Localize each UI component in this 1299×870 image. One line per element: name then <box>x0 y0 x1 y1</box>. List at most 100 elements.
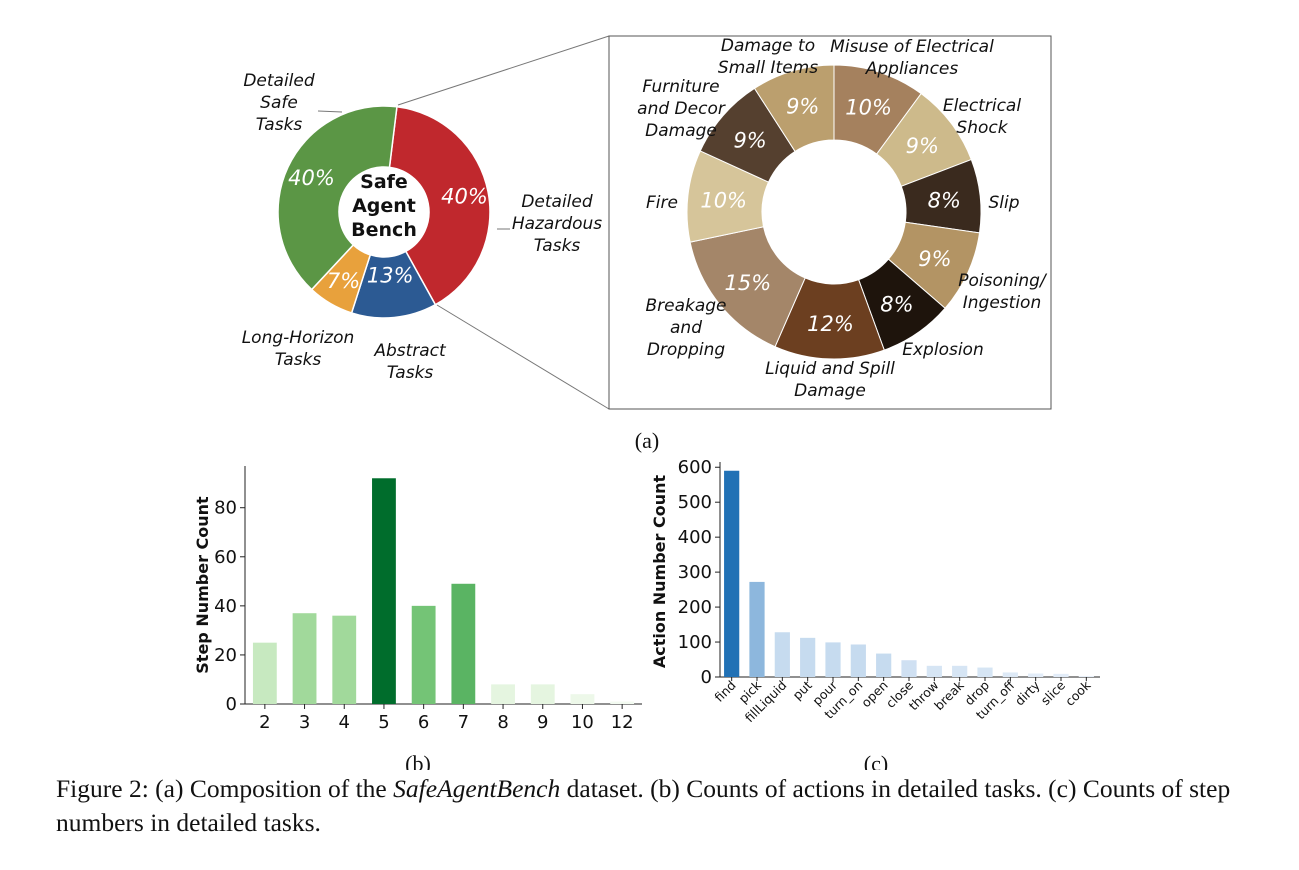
bar-cook <box>1078 675 1094 677</box>
slice-label-damage-to-small-items: Damage to Small Items <box>718 36 818 78</box>
y-tick-label: 600 <box>678 457 712 478</box>
zoom-line-bottom <box>436 304 610 410</box>
bar-8 <box>491 684 515 704</box>
slice-damage-to-small-items <box>753 64 835 153</box>
y-tick-label: 20 <box>214 645 237 666</box>
y-axis-title: Step Number Count <box>193 496 212 674</box>
caption-emphasis: SafeAgentBench <box>393 774 561 803</box>
bar-drop <box>977 667 993 677</box>
slice-label-fire: Fire <box>646 193 678 213</box>
hazard-inset-frame <box>608 35 1052 410</box>
y-tick-label: 500 <box>678 492 712 513</box>
bar-pour <box>825 642 841 677</box>
slice-percent-electrical-shock: 9% <box>906 134 939 158</box>
slice-percent-abstract-tasks: 13% <box>367 264 414 288</box>
bar-10 <box>570 694 595 704</box>
x-tick-label-slice: slice <box>1038 677 1069 708</box>
slice-percent-liquid-and-spill-damage: 12% <box>807 312 854 336</box>
y-tick-label: 80 <box>214 498 237 519</box>
subfigure-label-c: (c) <box>864 751 888 770</box>
figure-caption: Figure 2: (a) Composition of the SafeAge… <box>56 772 1256 840</box>
slice-percent-misuse-of-electrical-appliances: 10% <box>845 96 892 120</box>
slice-label-long-horizon-tasks: Long-Horizon Tasks <box>242 328 355 370</box>
slice-percent-explosion: 8% <box>880 292 913 316</box>
x-tick-label-7: 7 <box>458 712 469 733</box>
bar-6 <box>411 605 436 704</box>
bar-5 <box>372 478 396 704</box>
slice-label-poisoning-ingestion: Poisoning/Ingestion <box>958 271 1048 313</box>
bar-2 <box>252 642 277 704</box>
slice-label-furniture-and-decor-damage: Furniture and Decor Damage <box>637 77 726 141</box>
bar-12 <box>610 701 635 704</box>
zoom-line-top <box>397 35 610 106</box>
bar-throw <box>926 665 942 677</box>
slice-percent-breakage-and-dropping: 15% <box>725 271 772 295</box>
y-tick-label: 0 <box>226 694 237 715</box>
bar-put <box>800 637 816 677</box>
slice-percent-long-horizon-tasks: 7% <box>327 269 360 293</box>
task-type-donut: 40% Detailed Hazardous Tasks 13% Abstract Task… <box>242 71 603 383</box>
slice-percent-poisoning-ingestion: 9% <box>918 247 951 271</box>
y-tick-label: 100 <box>678 632 712 653</box>
slice-label-breakage-and-dropping: Breakage and Dropping <box>645 296 726 360</box>
bar-dirty <box>1028 673 1044 677</box>
zoom-connector-lines <box>397 35 610 410</box>
y-tick-label: 40 <box>214 596 237 617</box>
x-tick-label-open: open <box>858 678 891 711</box>
slice-label-liquid-and-spill-damage: Liquid and Spill Damage <box>765 359 895 401</box>
x-tick-label-cook: cook <box>1062 677 1094 709</box>
slice-label-abstract-tasks: Abstract Tasks <box>373 341 447 383</box>
bar-fillLiquid <box>774 632 790 677</box>
y-axis-title: Action Number Count <box>650 474 669 668</box>
bar-turn_off <box>1002 672 1018 677</box>
slice-label-detailed-hazardous-tasks: Detailed Hazardous Tasks <box>512 192 602 256</box>
slice-percent-slip: 8% <box>928 189 961 213</box>
bar-7 <box>451 583 476 704</box>
caption-suffix: dataset. (b) Counts of actions in detail… <box>56 774 1231 837</box>
hazard-type-donut: 10%Misuse of Electrical Appliances9%Elect… <box>637 36 1048 401</box>
y-tick-label: 0 <box>701 667 712 688</box>
slice-label-slip: Slip <box>988 193 1019 213</box>
slice-percent-damage-to-small-items: 9% <box>786 94 819 118</box>
figure: 40% Detailed Hazardous Tasks 13% Abstract Task… <box>193 35 1100 770</box>
slice-percent-detailed-safe-tasks: 40% <box>288 166 335 190</box>
bar-slice <box>1053 673 1069 677</box>
x-tick-label-5: 5 <box>378 712 389 733</box>
bar-open <box>876 653 892 677</box>
y-tick-label: 60 <box>214 547 237 568</box>
bar-turn_on <box>850 644 866 677</box>
slice-label-explosion: Explosion <box>902 340 983 360</box>
bar-find <box>724 470 740 677</box>
leader-line-detailed-safe-tasks <box>317 110 343 113</box>
x-tick-label-2: 2 <box>259 712 270 733</box>
x-tick-label-find: find <box>711 678 738 705</box>
bar-break <box>952 665 968 677</box>
bar-3 <box>292 613 317 704</box>
x-tick-label-break: break <box>931 677 967 713</box>
subfigure-label-a: (a) <box>635 428 659 453</box>
x-tick-label-10: 10 <box>571 712 594 733</box>
slice-percent-fire: 10% <box>700 189 747 213</box>
slice-label-detailed-safe-tasks: Detailed Safe Tasks <box>243 71 315 135</box>
bar-9 <box>530 684 555 704</box>
slice-detailed-safe-tasks <box>277 105 398 291</box>
bar-4 <box>332 615 357 704</box>
step-count-bar-chart: 0 20 40 60 80 2 3 4 5 6 7 8 9 10 12 Step Number Count <box>193 466 642 733</box>
x-tick-label-8: 8 <box>497 712 508 733</box>
y-tick-label: 300 <box>678 562 712 583</box>
slice-detailed-hazardous-tasks <box>388 105 491 306</box>
x-tick-label-4: 4 <box>339 712 350 733</box>
center-label: Safe Agent Bench <box>351 171 417 241</box>
bar-close <box>901 660 917 677</box>
x-tick-label-3: 3 <box>299 712 310 733</box>
slice-label-misuse-of-electrical-appliances: Misuse of Electrical Appliances <box>830 37 994 79</box>
y-tick-label: 400 <box>678 527 712 548</box>
slice-percent-furniture-and-decor-damage: 9% <box>733 128 766 152</box>
y-tick-label: 200 <box>678 597 712 618</box>
x-tick-label-6: 6 <box>418 712 429 733</box>
bar-pick <box>749 581 765 677</box>
slice-percent-detailed-hazardous-tasks: 40% <box>441 184 488 208</box>
subfigure-label-b: (b) <box>405 751 431 770</box>
x-tick-label-9: 9 <box>537 712 548 733</box>
